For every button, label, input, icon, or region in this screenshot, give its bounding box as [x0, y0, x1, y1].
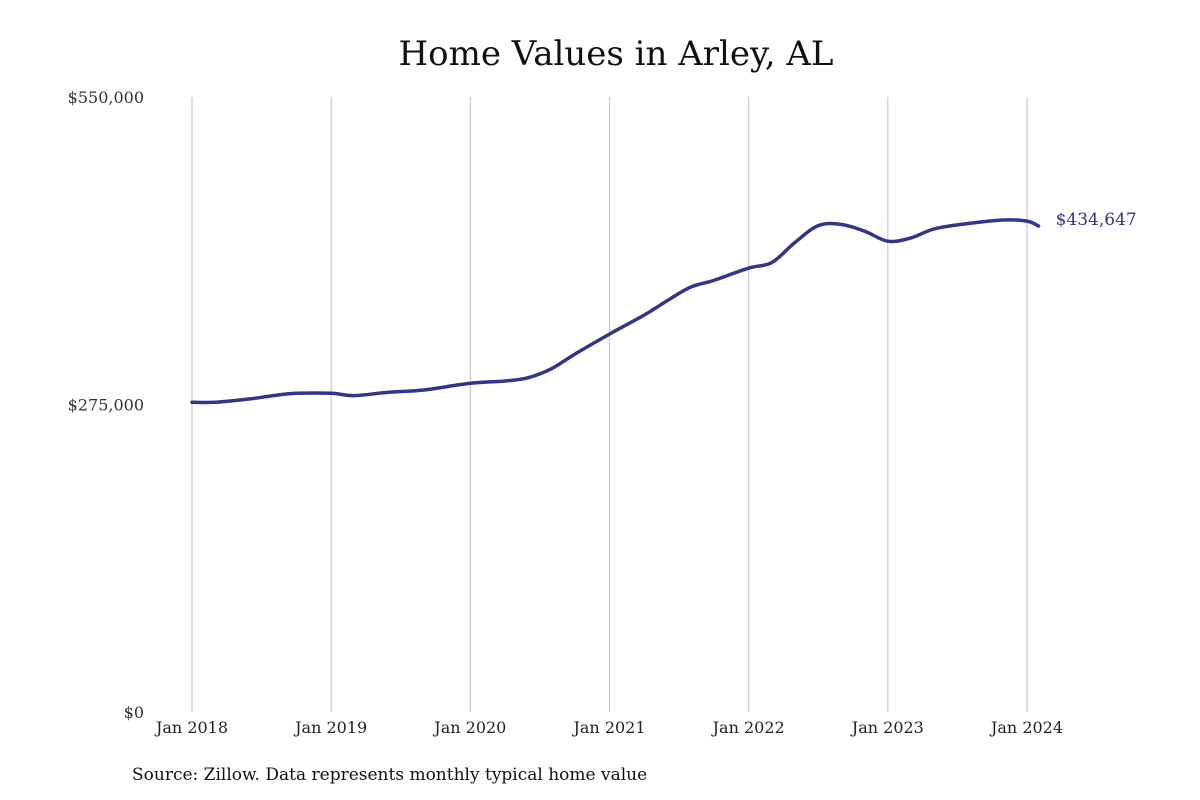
series-layer: $434,647 — [190, 210, 1137, 405]
x-tick-label: Jan 2019 — [293, 718, 367, 737]
source-note: Source: Zillow. Data represents monthly … — [132, 765, 648, 785]
x-tick-label: Jan 2018 — [154, 718, 228, 737]
chart-title: Home Values in Arley, AL — [398, 34, 834, 74]
x-tick-label: Jan 2020 — [432, 718, 506, 737]
end-value-label: $434,647 — [1056, 210, 1137, 230]
y-tick-label: $275,000 — [68, 396, 144, 415]
y-tick-label: $0 — [124, 703, 144, 722]
home-value-line — [190, 218, 1041, 405]
x-tick-label: Jan 2024 — [989, 718, 1063, 737]
x-tick-label: Jan 2023 — [850, 718, 924, 737]
x-tick-label: Jan 2021 — [571, 718, 645, 737]
grid-lines — [191, 97, 1028, 712]
x-tick-label: Jan 2022 — [711, 718, 785, 737]
y-axis-ticks: $0 $275,000 $550,000 — [68, 88, 144, 722]
y-tick-label: $550,000 — [68, 88, 144, 107]
x-axis-ticks: Jan 2018 Jan 2019 Jan 2020 Jan 2021 Jan 2022… — [154, 718, 1063, 737]
